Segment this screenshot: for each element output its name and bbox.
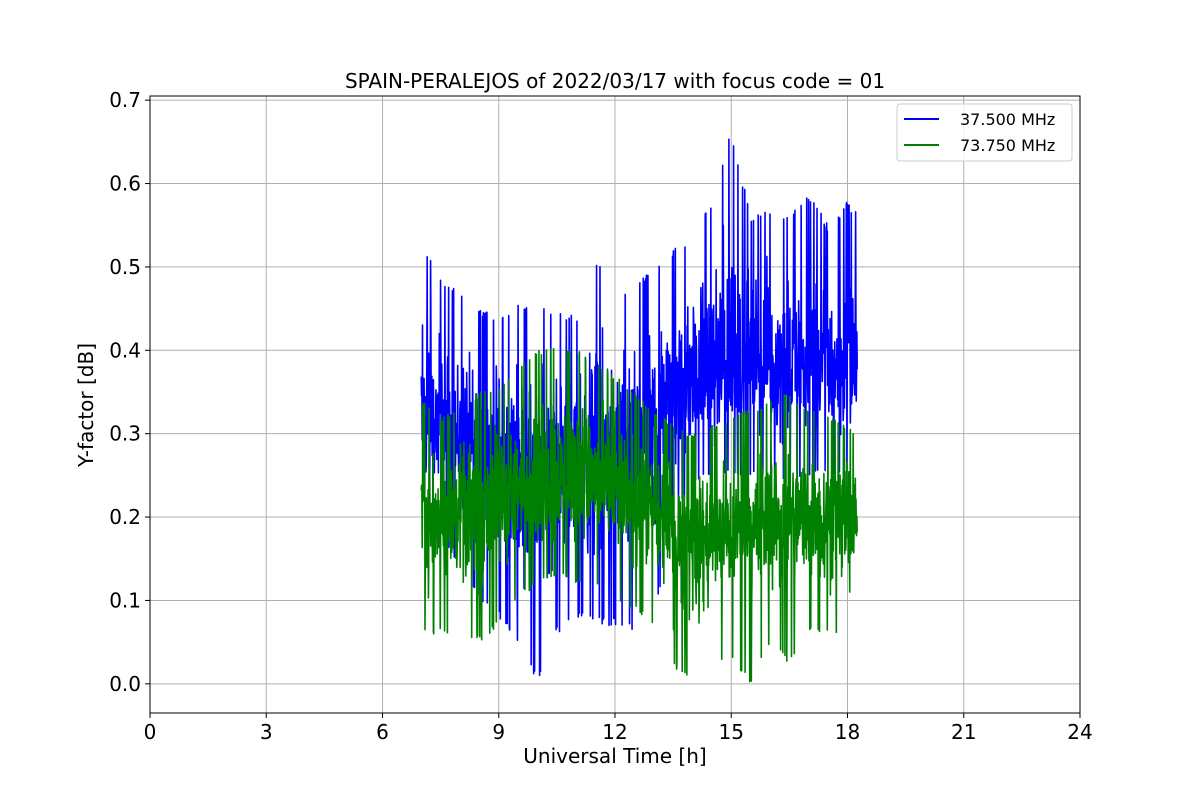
x-tick-label-0: 0 <box>144 720 157 744</box>
x-tick-label-7: 21 <box>951 720 976 744</box>
y-tick-label-2: 0.2 <box>109 505 141 529</box>
x-tick-label-1: 3 <box>260 720 273 744</box>
y-tick-label-3: 0.3 <box>109 422 141 446</box>
x-tick-label-6: 18 <box>835 720 860 744</box>
y-tick-label-1: 0.1 <box>109 588 141 612</box>
y-tick-label-7: 0.7 <box>109 88 141 112</box>
legend-box <box>896 103 1073 162</box>
y-axis-label: Y-factor [dB] <box>74 343 98 468</box>
x-tick-label-2: 6 <box>376 720 389 744</box>
legend-label-37500: 37.500 MHz <box>960 110 1055 129</box>
y-tick-label-6: 0.6 <box>109 172 141 196</box>
x-tick-label-3: 9 <box>492 720 505 744</box>
x-tick-label-4: 12 <box>602 720 627 744</box>
x-tick-label-8: 24 <box>1067 720 1092 744</box>
axis-ticks: 0 3 6 9 12 15 18 21 24 0.0 0.1 0.2 0.3 0.4 0.5 0.6 0.7 <box>109 88 1093 744</box>
series-line-0 <box>420 138 858 677</box>
legend-label-73750: 73.750 MHz <box>960 136 1055 155</box>
x-tick-label-5: 15 <box>719 720 744 744</box>
y-tick-label-4: 0.4 <box>109 338 141 362</box>
chart-title: SPAIN-PERALEJOS of 2022/03/17 with focus… <box>345 69 885 93</box>
x-axis-label: Universal Time [h] <box>523 744 706 768</box>
series-line-1 <box>420 347 858 683</box>
y-tick-label-5: 0.5 <box>109 255 141 279</box>
plot-series <box>420 138 858 683</box>
y-tick-label-0: 0.0 <box>109 672 141 696</box>
legend: 37.500 MHz 73.750 MHz <box>896 103 1073 162</box>
